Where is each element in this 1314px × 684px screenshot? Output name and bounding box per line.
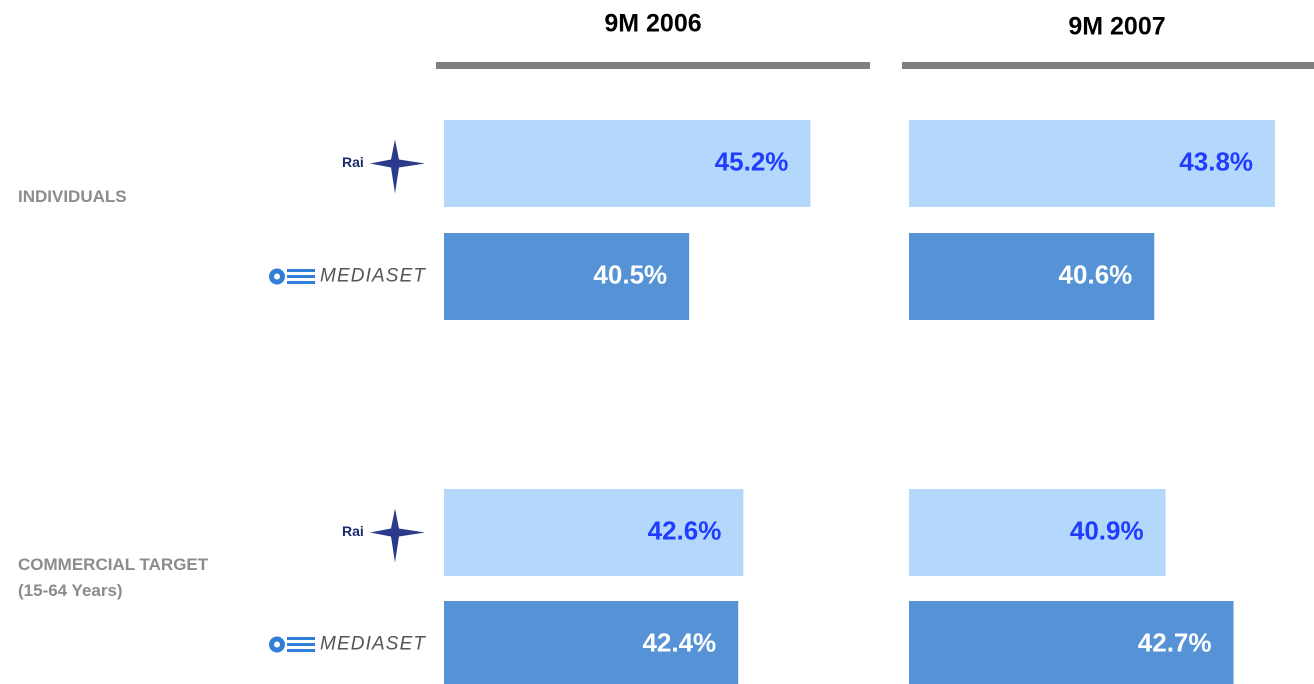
logo-gear-hole (274, 273, 280, 280)
bar (444, 489, 744, 576)
column-title: 9M 2006 (604, 10, 701, 38)
logo-star (370, 139, 425, 194)
bar (909, 601, 1234, 684)
column-underline (436, 62, 870, 69)
logo-star (370, 508, 425, 563)
bar (444, 233, 690, 320)
bar (909, 489, 1166, 576)
value-label: 42.6% (648, 515, 722, 545)
value-label: 45.2% (715, 146, 789, 176)
bar (444, 120, 811, 207)
bar (444, 601, 739, 684)
logo-text: Rai (342, 523, 364, 539)
value-label: 42.7% (1138, 627, 1212, 657)
logo-waves (287, 637, 315, 652)
logo-text: MEDIASET (320, 634, 426, 655)
value-label: 40.9% (1070, 515, 1144, 545)
bar (909, 120, 1276, 207)
group-label: COMMERCIAL TARGET (15-64 Years) (18, 555, 209, 600)
logo-waves (287, 269, 315, 284)
column-underline (902, 62, 1314, 69)
logo-gear-hole (274, 641, 280, 648)
value-label: 40.5% (593, 259, 667, 289)
group-label: INDIVIDUALS (18, 187, 127, 206)
value-label: 42.4% (642, 627, 716, 657)
bar (909, 233, 1155, 320)
logo-text: Rai (342, 154, 364, 170)
logo-text: MEDIASET (320, 266, 426, 287)
value-label: 43.8% (1179, 146, 1253, 176)
column-title: 9M 2007 (1068, 13, 1165, 41)
value-label: 40.6% (1059, 259, 1133, 289)
